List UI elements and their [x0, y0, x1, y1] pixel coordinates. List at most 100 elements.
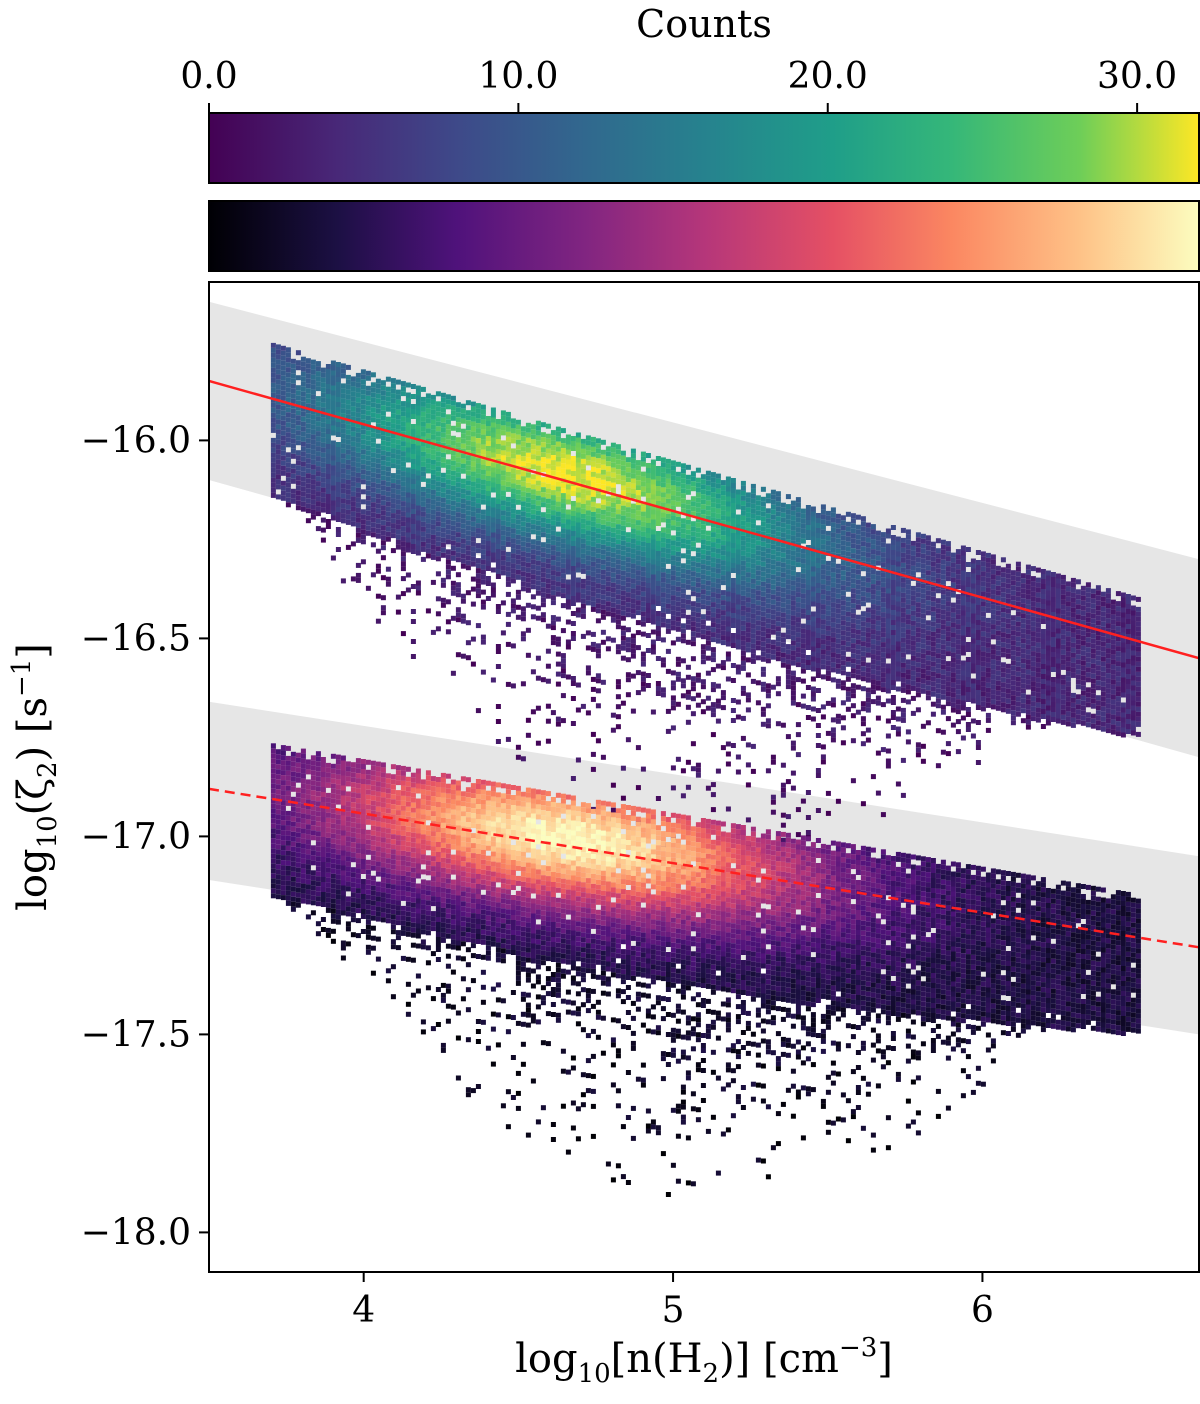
histogram-bin: [600, 599, 606, 605]
histogram-bin: [810, 506, 816, 512]
histogram-bin: [855, 524, 861, 530]
histogram-bin: [510, 418, 516, 424]
histogram-bin: [505, 581, 511, 587]
histogram-bin: [750, 583, 756, 589]
histogram-bin: [430, 454, 436, 460]
histogram-bin: [725, 601, 731, 607]
histogram-bin: [520, 586, 526, 592]
histogram-bin: [340, 473, 346, 479]
histogram-bin: [380, 430, 386, 436]
histogram-bin: [325, 444, 331, 449]
colorbar-tick-label: 10.0: [478, 56, 558, 97]
histogram-bin: [300, 486, 306, 492]
histogram-bin: [755, 550, 761, 556]
histogram-bin: [680, 483, 686, 489]
histogram-bin: [755, 615, 761, 621]
histogram-bin: [630, 543, 636, 549]
histogram-bin: [770, 614, 776, 620]
histogram-bin: [385, 461, 391, 467]
histogram-bin: [340, 518, 346, 524]
histogram-bin: [350, 491, 356, 497]
histogram-bin: [855, 634, 861, 640]
histogram-bin: [335, 387, 341, 392]
histogram-bin: [640, 511, 646, 517]
histogram-bin: [485, 451, 491, 456]
histogram-bin: [890, 560, 896, 565]
histogram-bin: [345, 504, 351, 510]
histogram-bin: [820, 634, 826, 640]
histogram-bin: [925, 555, 931, 561]
histogram-bin: [750, 613, 756, 619]
histogram-bin: [865, 537, 871, 543]
histogram-bin: [750, 518, 756, 524]
histogram-bin: [385, 391, 391, 397]
histogram-bin: [510, 503, 516, 509]
histogram-bin: [440, 547, 446, 553]
histogram-bin: [505, 541, 511, 547]
histogram-bin: [835, 523, 841, 529]
histogram-bin: [695, 487, 701, 493]
histogram-bin: [390, 418, 396, 424]
histogram-bin: [380, 390, 386, 396]
histogram-bin: [775, 566, 781, 572]
histogram-bin: [855, 544, 861, 550]
histogram-bin: [685, 599, 691, 605]
histogram-bin: [780, 647, 786, 653]
histogram-bin: [805, 665, 811, 670]
histogram-bin: [775, 586, 781, 592]
histogram-bin: [630, 558, 636, 564]
histogram-bin: [760, 506, 766, 512]
histogram-bin: [275, 494, 281, 500]
histogram-bin: [670, 555, 676, 561]
histogram-bin: [630, 643, 636, 649]
histogram-bin: [660, 587, 666, 593]
histogram-bin: [710, 552, 716, 558]
histogram-bin: [470, 601, 476, 607]
histogram-bin: [645, 488, 651, 493]
histogram-bin: [295, 435, 301, 441]
histogram-bin: [730, 538, 736, 543]
histogram-bin: [855, 594, 861, 600]
histogram-bin: [330, 375, 336, 381]
histogram-bin: [810, 566, 816, 572]
histogram-bin: [755, 535, 761, 541]
histogram-bin: [915, 532, 921, 538]
histogram-bin: [765, 528, 771, 534]
histogram-bin: [915, 537, 921, 543]
histogram-bin: [505, 571, 511, 577]
histogram-bin: [270, 397, 276, 403]
histogram-bin: [665, 618, 671, 624]
histogram-bin: [475, 708, 481, 714]
histogram-bin: [670, 605, 676, 611]
histogram-bin: [815, 633, 821, 638]
histogram-bin: [760, 521, 766, 527]
histogram-bin: [675, 546, 681, 552]
histogram-bin: [865, 622, 871, 628]
histogram-bin: [475, 438, 481, 444]
histogram-bin: [450, 465, 456, 471]
histogram-bin: [860, 601, 866, 607]
histogram-bin: [870, 684, 876, 690]
histogram-bin: [595, 453, 601, 459]
histogram-bin: [750, 608, 756, 614]
histogram-bin: [470, 446, 476, 452]
histogram-bin: [880, 562, 886, 568]
histogram-bin: [455, 502, 461, 508]
histogram-bin: [545, 493, 551, 499]
histogram-bin: [795, 577, 801, 583]
histogram-bin: [520, 516, 526, 522]
histogram-bin: [285, 437, 291, 443]
histogram-bin: [315, 381, 321, 387]
histogram-bin: [515, 454, 521, 460]
histogram-bin: [510, 428, 516, 434]
histogram-bin: [665, 528, 671, 534]
histogram-bin: [530, 539, 536, 545]
histogram-bin: [475, 408, 481, 414]
histogram-bin: [745, 637, 751, 643]
histogram-bin: [770, 564, 776, 570]
histogram-bin: [740, 735, 746, 741]
histogram-bin: [915, 622, 921, 628]
histogram-bin: [675, 526, 681, 532]
histogram-bin: [860, 661, 866, 667]
histogram-bin: [665, 458, 671, 464]
